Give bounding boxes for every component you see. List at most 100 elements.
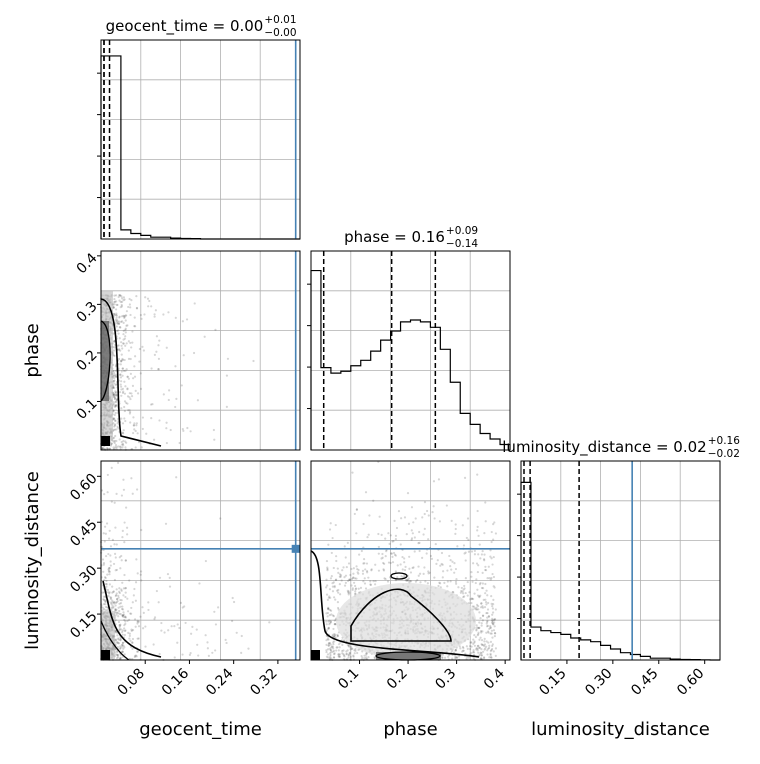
sample-point [412, 566, 415, 569]
sample-point [122, 594, 125, 597]
sample-point [413, 536, 416, 539]
sample-point [121, 650, 124, 654]
sample-point [115, 439, 118, 443]
sample-point [131, 641, 134, 644]
sample-point [125, 526, 129, 529]
sample-point [327, 607, 330, 610]
sample-point [140, 528, 143, 532]
sample-point [112, 601, 115, 604]
sample-point [135, 558, 138, 561]
sample-point [114, 391, 117, 395]
sample-point [203, 335, 206, 338]
sample-point [325, 649, 328, 652]
sample-point [135, 307, 139, 310]
sample-point [139, 573, 142, 576]
sample-point [128, 412, 132, 415]
sample-point [134, 389, 137, 392]
sample-point [206, 647, 209, 650]
sample-point [125, 324, 128, 327]
sample-point [129, 397, 132, 401]
sample-point [110, 606, 113, 609]
sample-point [114, 608, 117, 612]
sample-point [476, 525, 479, 529]
sample-point [119, 656, 122, 659]
sample-point [406, 578, 409, 581]
sample-point [126, 402, 129, 405]
sample-point [361, 656, 364, 659]
sample-point [126, 324, 129, 327]
sample-point [174, 405, 177, 409]
sample-point [422, 533, 425, 536]
sample-point [131, 431, 135, 435]
sample-point [117, 445, 120, 448]
sample-point [130, 395, 134, 398]
sample-point [112, 306, 115, 309]
sample-point [433, 576, 436, 579]
sample-point [108, 583, 111, 586]
sample-point [351, 647, 354, 650]
sample-point [490, 530, 493, 534]
sample-point [438, 581, 441, 584]
sample-point [119, 567, 122, 570]
sample-point [354, 588, 357, 591]
sample-point [124, 331, 127, 334]
sample-point [109, 596, 113, 599]
sample-point [103, 540, 106, 543]
sample-point [121, 442, 125, 445]
sample-point [342, 639, 346, 642]
sample-point [178, 626, 181, 630]
sample-point [486, 624, 490, 627]
sample-point [325, 650, 328, 654]
density-peak [101, 436, 110, 446]
sample-point [470, 645, 473, 648]
sample-point [331, 633, 334, 636]
sample-point [462, 649, 465, 652]
sample-point [481, 619, 484, 622]
sample-point [111, 591, 114, 594]
sample-point [332, 647, 335, 650]
sample-point [327, 638, 330, 641]
sample-point [121, 529, 124, 532]
sample-point [115, 383, 118, 386]
sample-point [135, 424, 138, 427]
sample-point [475, 578, 478, 581]
sample-point [102, 570, 105, 573]
sample-point [374, 563, 377, 566]
axes-frame [310, 460, 511, 661]
sample-point [109, 443, 112, 446]
sample-point [477, 608, 480, 611]
sample-point [431, 511, 434, 514]
sample-point [365, 652, 368, 655]
sample-point [141, 606, 144, 609]
y-tick-label: 0.2 [74, 347, 101, 374]
title-upper-error: +0.16 [708, 435, 740, 447]
sample-point [414, 580, 418, 583]
sample-point [355, 565, 358, 568]
sample-point [132, 377, 135, 380]
sample-point [329, 596, 332, 599]
sample-point [334, 578, 337, 582]
sample-point [126, 375, 129, 378]
sample-point [113, 379, 116, 382]
sample-point [206, 641, 209, 644]
sample-point [178, 441, 181, 445]
sample-point [147, 305, 150, 308]
sample-point [115, 601, 118, 604]
sample-point [490, 656, 493, 659]
sample-point [133, 422, 136, 425]
sample-point [114, 400, 118, 403]
sample-point [401, 568, 404, 571]
sample-point [472, 638, 475, 641]
sample-point [377, 545, 380, 549]
sample-point [404, 565, 407, 569]
sample-point [460, 586, 463, 590]
sample-point [407, 577, 410, 580]
sample-point [358, 553, 361, 556]
sample-point [466, 594, 469, 597]
sample-point [335, 649, 338, 652]
sample-point [114, 526, 117, 529]
sample-point [405, 533, 408, 536]
sample-point [484, 568, 487, 572]
sample-point [137, 637, 140, 640]
sample-point [362, 562, 365, 565]
